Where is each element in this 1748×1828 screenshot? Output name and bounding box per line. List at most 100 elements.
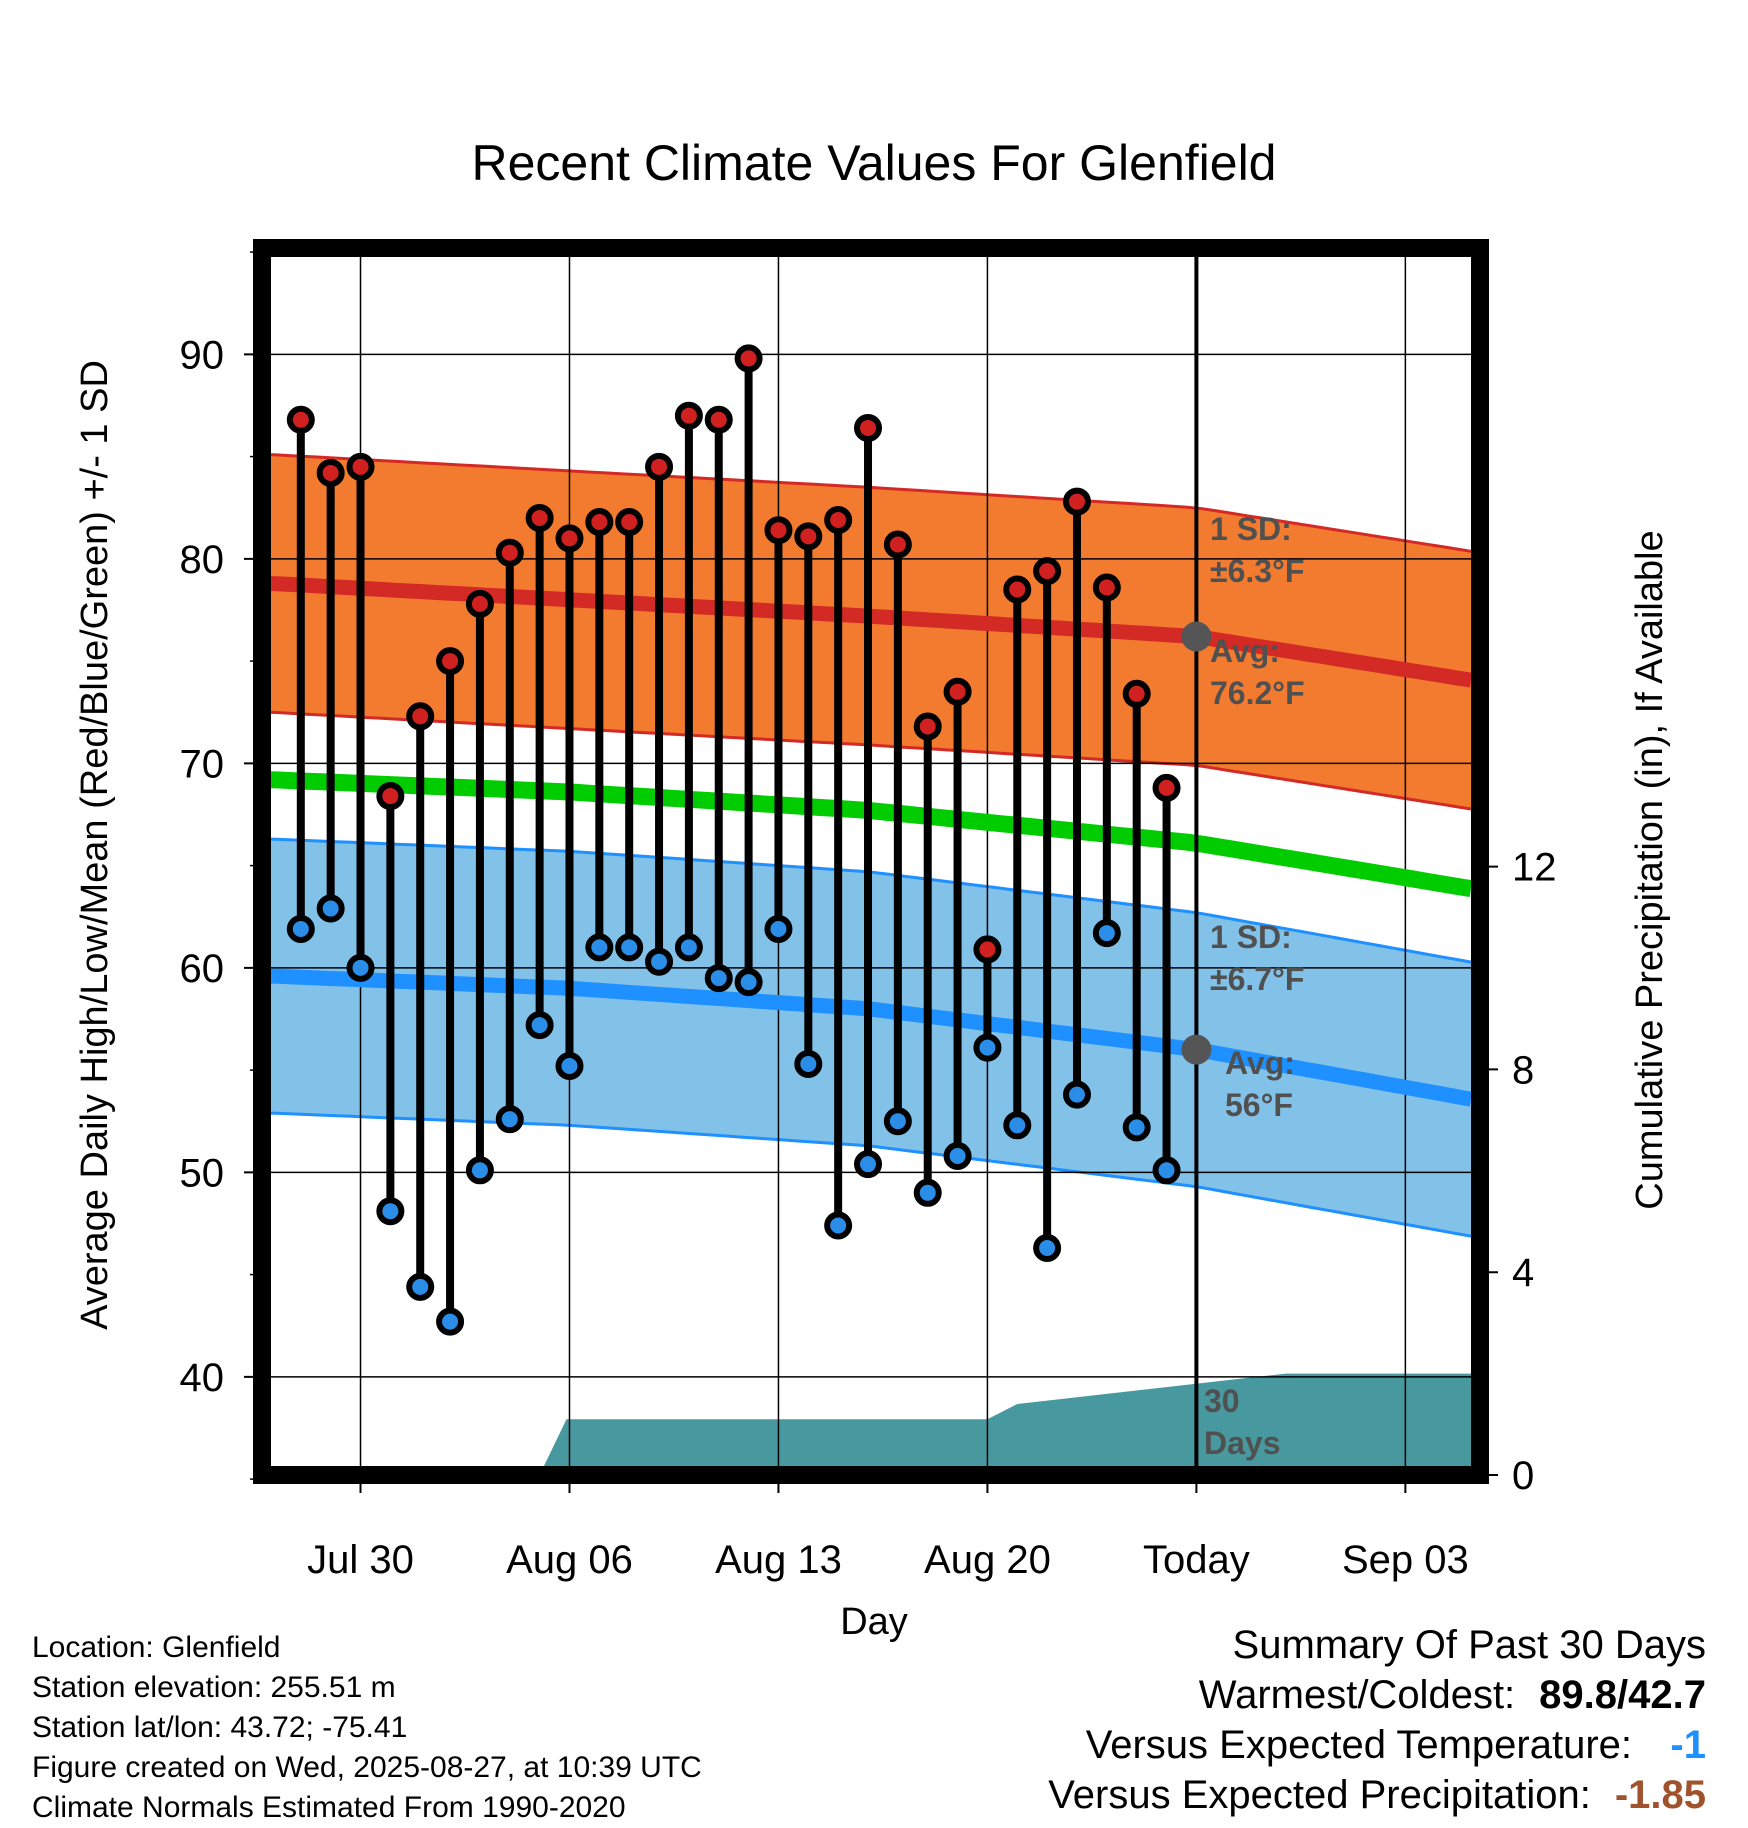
- daily-high-point: [555, 524, 584, 553]
- warm-cold-label: Warmest/Coldest:: [1198, 1673, 1516, 1717]
- precip-area: [539, 1373, 1480, 1475]
- daily-high-point: [376, 782, 405, 811]
- y-axis-right-label: Cumulative Precipitation (in), If Availa…: [1629, 530, 1671, 1209]
- temp-row: Versus Expected Temperature: -1: [1048, 1720, 1706, 1770]
- plot-area: 1 SD: ±6.3°F Avg: 76.2°F 1 SD: ±6.7°F Avg: 56°F…: [180, 239, 1557, 1582]
- daily-high-point: [436, 647, 465, 676]
- x-tick-label: Jul 30: [307, 1538, 414, 1582]
- x-axis-label: Day: [840, 1601, 908, 1643]
- daily-low-point: [465, 1156, 494, 1185]
- precip-row: Versus Expected Precipitation: -1.85: [1048, 1770, 1706, 1820]
- chart-title: Recent Climate Values For Glenfield: [472, 135, 1277, 191]
- x-tick-label: Today: [1143, 1538, 1250, 1582]
- high-sd-annotation: ±6.3°F: [1210, 553, 1304, 589]
- normals-text: Climate Normals Estimated From 1990-2020: [32, 1791, 626, 1824]
- daily-high-point: [674, 401, 703, 430]
- daily-low-point: [704, 964, 733, 993]
- low-avg-annotation: 56°F: [1225, 1087, 1293, 1123]
- daily-low-point: [734, 968, 763, 997]
- y-left-tick-label: 70: [180, 742, 225, 786]
- daily-high-point: [973, 935, 1002, 964]
- temp-label: Versus Expected Temperature:: [1085, 1723, 1632, 1767]
- y-right-tick-label: 0: [1512, 1454, 1534, 1498]
- daily-low-point: [376, 1197, 405, 1226]
- daily-high-point: [346, 452, 375, 481]
- daily-low-point: [525, 1011, 554, 1040]
- daily-high-point: [1122, 679, 1151, 708]
- high-avg-annotation: 76.2°F: [1210, 675, 1305, 711]
- daily-low-point: [585, 933, 614, 962]
- daily-high-point: [615, 508, 644, 537]
- y-left-tick-label: 50: [180, 1151, 225, 1195]
- low-sd-annotation: 1 SD:: [1210, 919, 1292, 955]
- daily-high-point: [913, 712, 942, 741]
- daily-low-point: [973, 1033, 1002, 1062]
- daily-low-point: [883, 1107, 912, 1136]
- today-high-avg-marker: [1181, 621, 1212, 652]
- daily-high-point: [824, 505, 853, 534]
- precip-days-annotation: Days: [1204, 1425, 1281, 1461]
- daily-low-point: [913, 1178, 942, 1207]
- x-tick-label: Aug 20: [924, 1538, 1051, 1582]
- daily-high-point: [734, 344, 763, 373]
- daily-low-point: [674, 933, 703, 962]
- low-avg-annotation: Avg:: [1225, 1045, 1295, 1081]
- daily-high-point: [1033, 557, 1062, 586]
- location-text: Location: Glenfield: [32, 1631, 281, 1664]
- daily-low-point: [316, 894, 345, 923]
- latlon-text: Station lat/lon: 43.72; -75.41: [32, 1711, 408, 1744]
- daily-high-point: [1062, 487, 1091, 516]
- plot-content: [262, 248, 1480, 1475]
- precip-value: -1.85: [1614, 1773, 1706, 1817]
- y-left-tick-label: 40: [180, 1356, 225, 1400]
- warm-cold-row: Warmest/Coldest: 89.8/42.7: [1048, 1670, 1706, 1720]
- daily-high-point: [1003, 575, 1032, 604]
- y-left-tick-label: 90: [180, 333, 225, 377]
- station-info: Location: Glenfield Station elevation: 2…: [32, 1628, 702, 1828]
- x-tick-label: Aug 06: [506, 1538, 633, 1582]
- daily-low-point: [1033, 1234, 1062, 1263]
- daily-high-point: [286, 405, 315, 434]
- daily-low-point: [794, 1049, 823, 1078]
- warm-cold-value: 89.8/42.7: [1539, 1673, 1706, 1717]
- high-sd-annotation: 1 SD:: [1210, 511, 1292, 547]
- daily-high-point: [764, 516, 793, 545]
- daily-low-point: [615, 933, 644, 962]
- daily-low-point: [346, 953, 375, 982]
- daily-high-point: [854, 413, 883, 442]
- daily-high-point: [525, 503, 554, 532]
- daily-low-point: [1152, 1156, 1181, 1185]
- daily-high-point: [1092, 573, 1121, 602]
- y-axis-left-label: Average Daily High/Low/Mean (Red/Blue/Gr…: [74, 360, 116, 1330]
- x-tick-label: Sep 03: [1342, 1538, 1469, 1582]
- summary-title: Summary Of Past 30 Days: [1232, 1623, 1706, 1667]
- daily-low-point: [286, 914, 315, 943]
- daily-low-point: [555, 1052, 584, 1080]
- daily-high-point: [1152, 773, 1181, 802]
- daily-low-point: [764, 914, 793, 943]
- daily-high-point: [883, 530, 912, 559]
- y-right-tick-label: 8: [1512, 1048, 1534, 1092]
- y-right-tick-label: 4: [1512, 1251, 1534, 1295]
- daily-low-point: [943, 1141, 972, 1170]
- x-tick-label: Aug 13: [715, 1538, 842, 1582]
- temp-value: -1: [1670, 1723, 1706, 1767]
- y-left-tick-label: 60: [180, 947, 225, 991]
- precip-days-annotation: 30: [1204, 1383, 1240, 1419]
- daily-low-point: [824, 1211, 853, 1240]
- high-avg-annotation: Avg:: [1210, 633, 1280, 669]
- daily-low-point: [854, 1150, 883, 1179]
- daily-high-point: [495, 538, 524, 567]
- elevation-text: Station elevation: 255.51 m: [32, 1671, 396, 1704]
- today-low-avg-marker: [1181, 1034, 1212, 1065]
- daily-low-point: [1062, 1080, 1091, 1109]
- daily-high-point: [406, 702, 435, 731]
- plot-frame: [253, 239, 1489, 1484]
- daily-high-point: [704, 405, 733, 434]
- daily-low-point: [1003, 1111, 1032, 1140]
- daily-high-point: [585, 508, 614, 537]
- daily-high-point: [645, 452, 674, 481]
- y-right-tick-label: 12: [1512, 846, 1557, 890]
- precip-label: Versus Expected Precipitation:: [1048, 1773, 1591, 1817]
